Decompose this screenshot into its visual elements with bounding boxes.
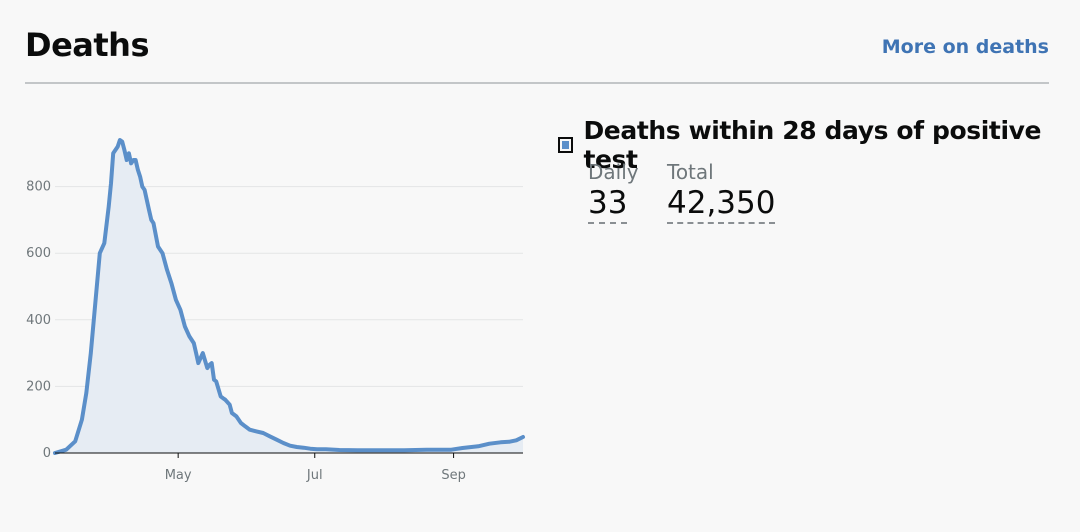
legend-swatch-icon [558,137,574,153]
x-tick-label: Jul [306,468,323,483]
x-tick-label: May [165,468,192,483]
y-tick-label: 600 [26,246,51,261]
metric-name: Deaths within 28 days of positive test [583,116,1042,174]
more-on-deaths-link[interactable]: More on deaths [881,36,1049,58]
y-tick-label: 400 [26,313,51,328]
series-line [53,138,525,455]
total-value[interactable]: 42,350 [667,186,776,225]
y-tick-label: 0 [43,446,51,461]
header-divider [25,82,1049,84]
daily-label: Daily [588,160,639,184]
metric-heading: Deaths within 28 days of positive test [558,116,1080,174]
deaths-chart: 0 200 400 600 800 May Jul Sep [26,138,525,483]
y-tick-label: 800 [26,180,51,195]
daily-value[interactable]: 33 [588,186,628,225]
page-title: Deaths [25,26,149,64]
series-area [55,140,523,453]
y-tick-label: 200 [26,379,51,394]
daily-stat: Daily 33 [588,160,639,225]
total-label: Total [667,160,714,184]
total-stat: Total 42,350 [667,160,776,225]
x-tick-label: Sep [441,468,466,483]
